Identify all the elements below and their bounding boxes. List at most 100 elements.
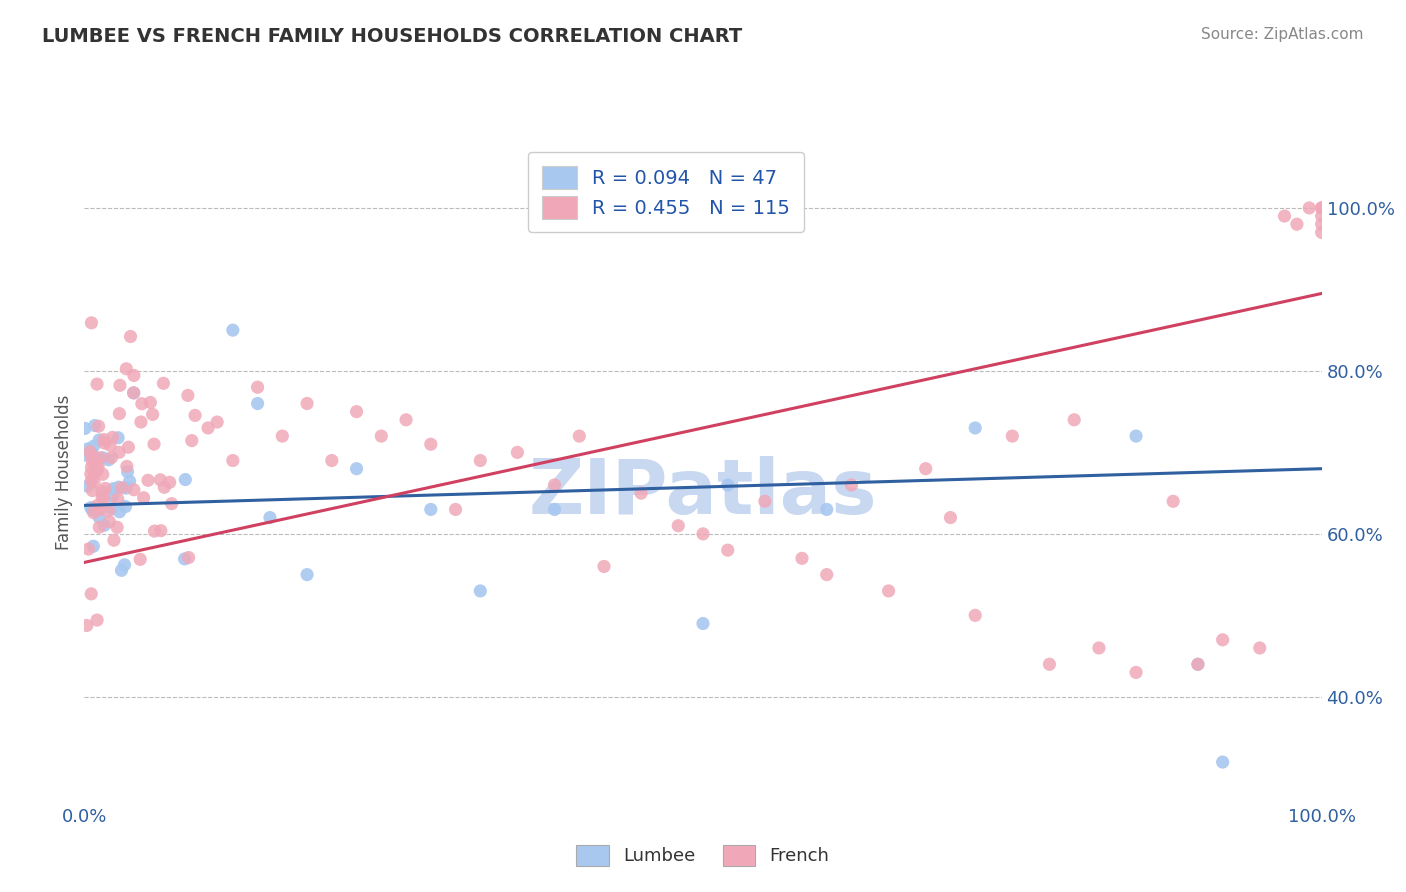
Point [152,376,174,391]
Point [108,407,131,421]
Point [419,502,441,516]
Point [370,429,392,443]
Point [129,552,152,566]
Point [939,510,962,524]
Point [91,491,114,505]
Point [139,395,162,409]
Y-axis label: Family Households: Family Households [55,395,73,550]
Point [115,361,138,376]
Point [174,473,197,487]
Point [1310,225,1333,239]
Point [75,448,97,462]
Point [80,500,103,515]
Point [108,505,131,519]
Point [346,404,368,418]
Point [506,445,529,459]
Point [841,478,863,492]
Point [91,467,114,482]
Point [815,502,838,516]
Point [86,613,108,627]
Point [122,368,145,383]
Point [89,450,111,465]
Point [470,453,492,467]
Point [82,539,104,553]
Point [593,559,616,574]
Point [97,452,120,467]
Point [136,473,159,487]
Point [89,502,111,516]
Point [114,558,136,572]
Point [180,434,202,448]
Point [82,483,104,498]
Point [222,453,245,467]
Point [295,396,318,410]
Point [115,459,138,474]
Point [877,583,900,598]
Point [79,444,101,458]
Point [149,473,172,487]
Point [83,439,105,453]
Point [93,491,115,506]
Point [717,543,740,558]
Point [107,431,129,445]
Point [77,542,100,557]
Point [173,552,195,566]
Point [1274,209,1296,223]
Point [630,486,652,500]
Point [91,484,114,499]
Point [89,433,111,447]
Point [83,418,105,433]
Point [76,442,98,456]
Point [93,433,115,447]
Point [1187,657,1209,672]
Point [132,491,155,505]
Point [1249,640,1271,655]
Legend: Lumbee, French: Lumbee, French [569,838,837,873]
Point [149,524,172,538]
Point [80,445,103,459]
Point [93,436,115,450]
Point [86,377,108,392]
Point [80,467,103,481]
Point [1001,429,1024,443]
Point [108,445,131,459]
Point [83,466,105,480]
Point [87,419,110,434]
Point [98,438,121,452]
Point [346,461,368,475]
Point [177,550,200,565]
Point [110,563,132,577]
Point [177,388,200,402]
Text: ZIPatlas: ZIPatlas [529,456,877,530]
Point [1310,201,1333,215]
Point [965,608,987,623]
Point [1088,640,1111,655]
Point [395,413,418,427]
Point [129,415,152,429]
Point [108,378,131,392]
Point [118,474,141,488]
Point [419,437,441,451]
Point [1125,665,1147,680]
Point [86,499,108,513]
Point [1310,209,1333,223]
Point [1212,632,1234,647]
Point [259,510,281,524]
Point [159,475,181,490]
Point [80,587,103,601]
Point [83,475,105,489]
Point [100,450,122,465]
Point [444,502,467,516]
Point [73,421,96,435]
Point [184,409,207,423]
Point [1285,217,1308,231]
Point [82,455,104,469]
Point [143,437,166,451]
Point [222,323,245,337]
Point [101,489,124,503]
Point [120,329,142,343]
Point [80,460,103,475]
Point [111,481,134,495]
Point [143,524,166,538]
Point [692,527,714,541]
